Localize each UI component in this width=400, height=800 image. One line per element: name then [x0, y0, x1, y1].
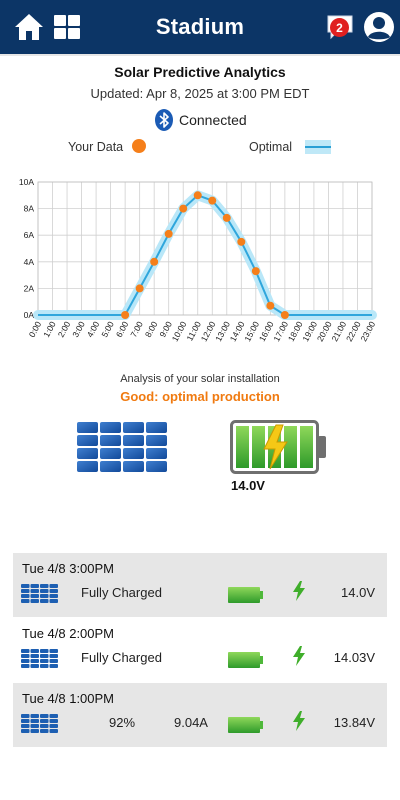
optimal-line: [38, 194, 372, 316]
optimal-band: [33, 190, 377, 320]
history-current: 9.04A: [174, 715, 208, 730]
x-tick-label: 6:00: [114, 319, 131, 339]
your-data-point: [164, 229, 173, 238]
history-timestamp: Tue 4/8 3:00PM: [22, 561, 115, 576]
home-icon: [15, 14, 43, 40]
y-tick-label: 2A: [24, 283, 35, 293]
y-tick-label: 0A: [24, 310, 35, 320]
legend-optimal-marker: [305, 140, 331, 154]
top-bar: Stadium 2: [0, 0, 400, 54]
x-tick-label: 3:00: [70, 319, 87, 339]
production-status: Good: optimal production: [120, 389, 280, 404]
plot-frame: [37, 181, 373, 316]
battery-charging-icon: [230, 420, 326, 474]
connection-label: Connected: [179, 112, 247, 128]
x-tick-label: 0:00: [27, 319, 44, 339]
history-voltage: 13.84V: [333, 715, 375, 730]
analysis-label: Analysis of your solar installation: [120, 373, 280, 385]
your-data-point: [150, 257, 159, 266]
y-tick-label: 8A: [24, 204, 35, 214]
your-data-point: [237, 237, 246, 246]
production-chart: 0A 2A 4A 6A 8A 10A 0:001:002:003:004:005:006:0…: [19, 177, 378, 343]
bluetooth-icon: [155, 109, 173, 131]
x-tick-label: 4:00: [85, 319, 102, 339]
y-tick-label: 10A: [19, 177, 34, 187]
battery-icon: [228, 717, 263, 733]
your-data-point: [280, 311, 289, 319]
solar-panel-icon: [21, 649, 58, 668]
grid-menu-button[interactable]: [50, 0, 84, 54]
your-data-point: [135, 284, 144, 293]
your-data-point: [222, 213, 231, 222]
legend-your-data-label: Your Data: [68, 140, 124, 154]
x-tick-label: 8:00: [143, 319, 160, 339]
y-tick-label: 4A: [24, 257, 35, 267]
charging-bolt-icon: [293, 646, 305, 666]
notification-badge: 2: [330, 18, 349, 37]
header-divider: [0, 54, 400, 56]
history-charge-state: Fully Charged: [81, 585, 162, 600]
connection-status: Connected: [155, 109, 247, 131]
history-row[interactable]: Tue 4/8 1:00PM 92% 9.04A 13.84V: [13, 683, 387, 747]
history-row[interactable]: Tue 4/8 2:00PM Fully Charged 14.03V: [13, 618, 387, 682]
x-tick-label: 1:00: [41, 319, 58, 339]
page-title: Stadium: [155, 14, 245, 39]
battery-voltage: 14.0V: [231, 478, 265, 493]
history-timestamp: Tue 4/8 2:00PM: [22, 626, 115, 641]
battery-icon: [228, 587, 263, 603]
charging-bolt-icon: [293, 711, 305, 731]
home-button[interactable]: [10, 0, 48, 54]
y-tick-label: 6A: [24, 230, 35, 240]
your-data-point: [208, 196, 217, 205]
history-voltage: 14.03V: [333, 650, 375, 665]
charging-bolt-icon: [293, 581, 305, 601]
your-data-point: [251, 267, 260, 276]
analytics-title: Solar Predictive Analytics: [114, 64, 286, 80]
solar-panel-icon: [77, 422, 167, 472]
legend-your-data-marker: [132, 139, 146, 153]
history-row[interactable]: Tue 4/8 3:00PM Fully Charged 14.0V: [13, 553, 387, 617]
x-tick-label: 23:00: [358, 319, 377, 343]
your-data-point: [179, 204, 188, 213]
your-data-point: [266, 301, 275, 310]
your-data-point: [193, 191, 202, 200]
history-voltage: 14.0V: [341, 585, 375, 600]
x-tick-label: 2:00: [56, 319, 73, 339]
history-timestamp: Tue 4/8 1:00PM: [22, 691, 115, 706]
x-tick-label: 5:00: [99, 319, 116, 339]
history-charge-percent: 92%: [109, 715, 136, 730]
solar-panel-icon: [21, 714, 58, 733]
x-tick-label: 7:00: [128, 319, 145, 339]
solar-panel-icon: [21, 584, 58, 603]
battery-icon: [228, 652, 263, 668]
history-charge-state: Fully Charged: [81, 650, 162, 665]
legend-optimal-label: Optimal: [249, 140, 293, 154]
your-data-point: [121, 311, 130, 319]
grid-icon: [54, 15, 80, 39]
user-icon: [364, 12, 394, 42]
updated-timestamp: Updated: Apr 8, 2025 at 3:00 PM EDT: [90, 86, 310, 101]
profile-button[interactable]: [360, 0, 398, 54]
